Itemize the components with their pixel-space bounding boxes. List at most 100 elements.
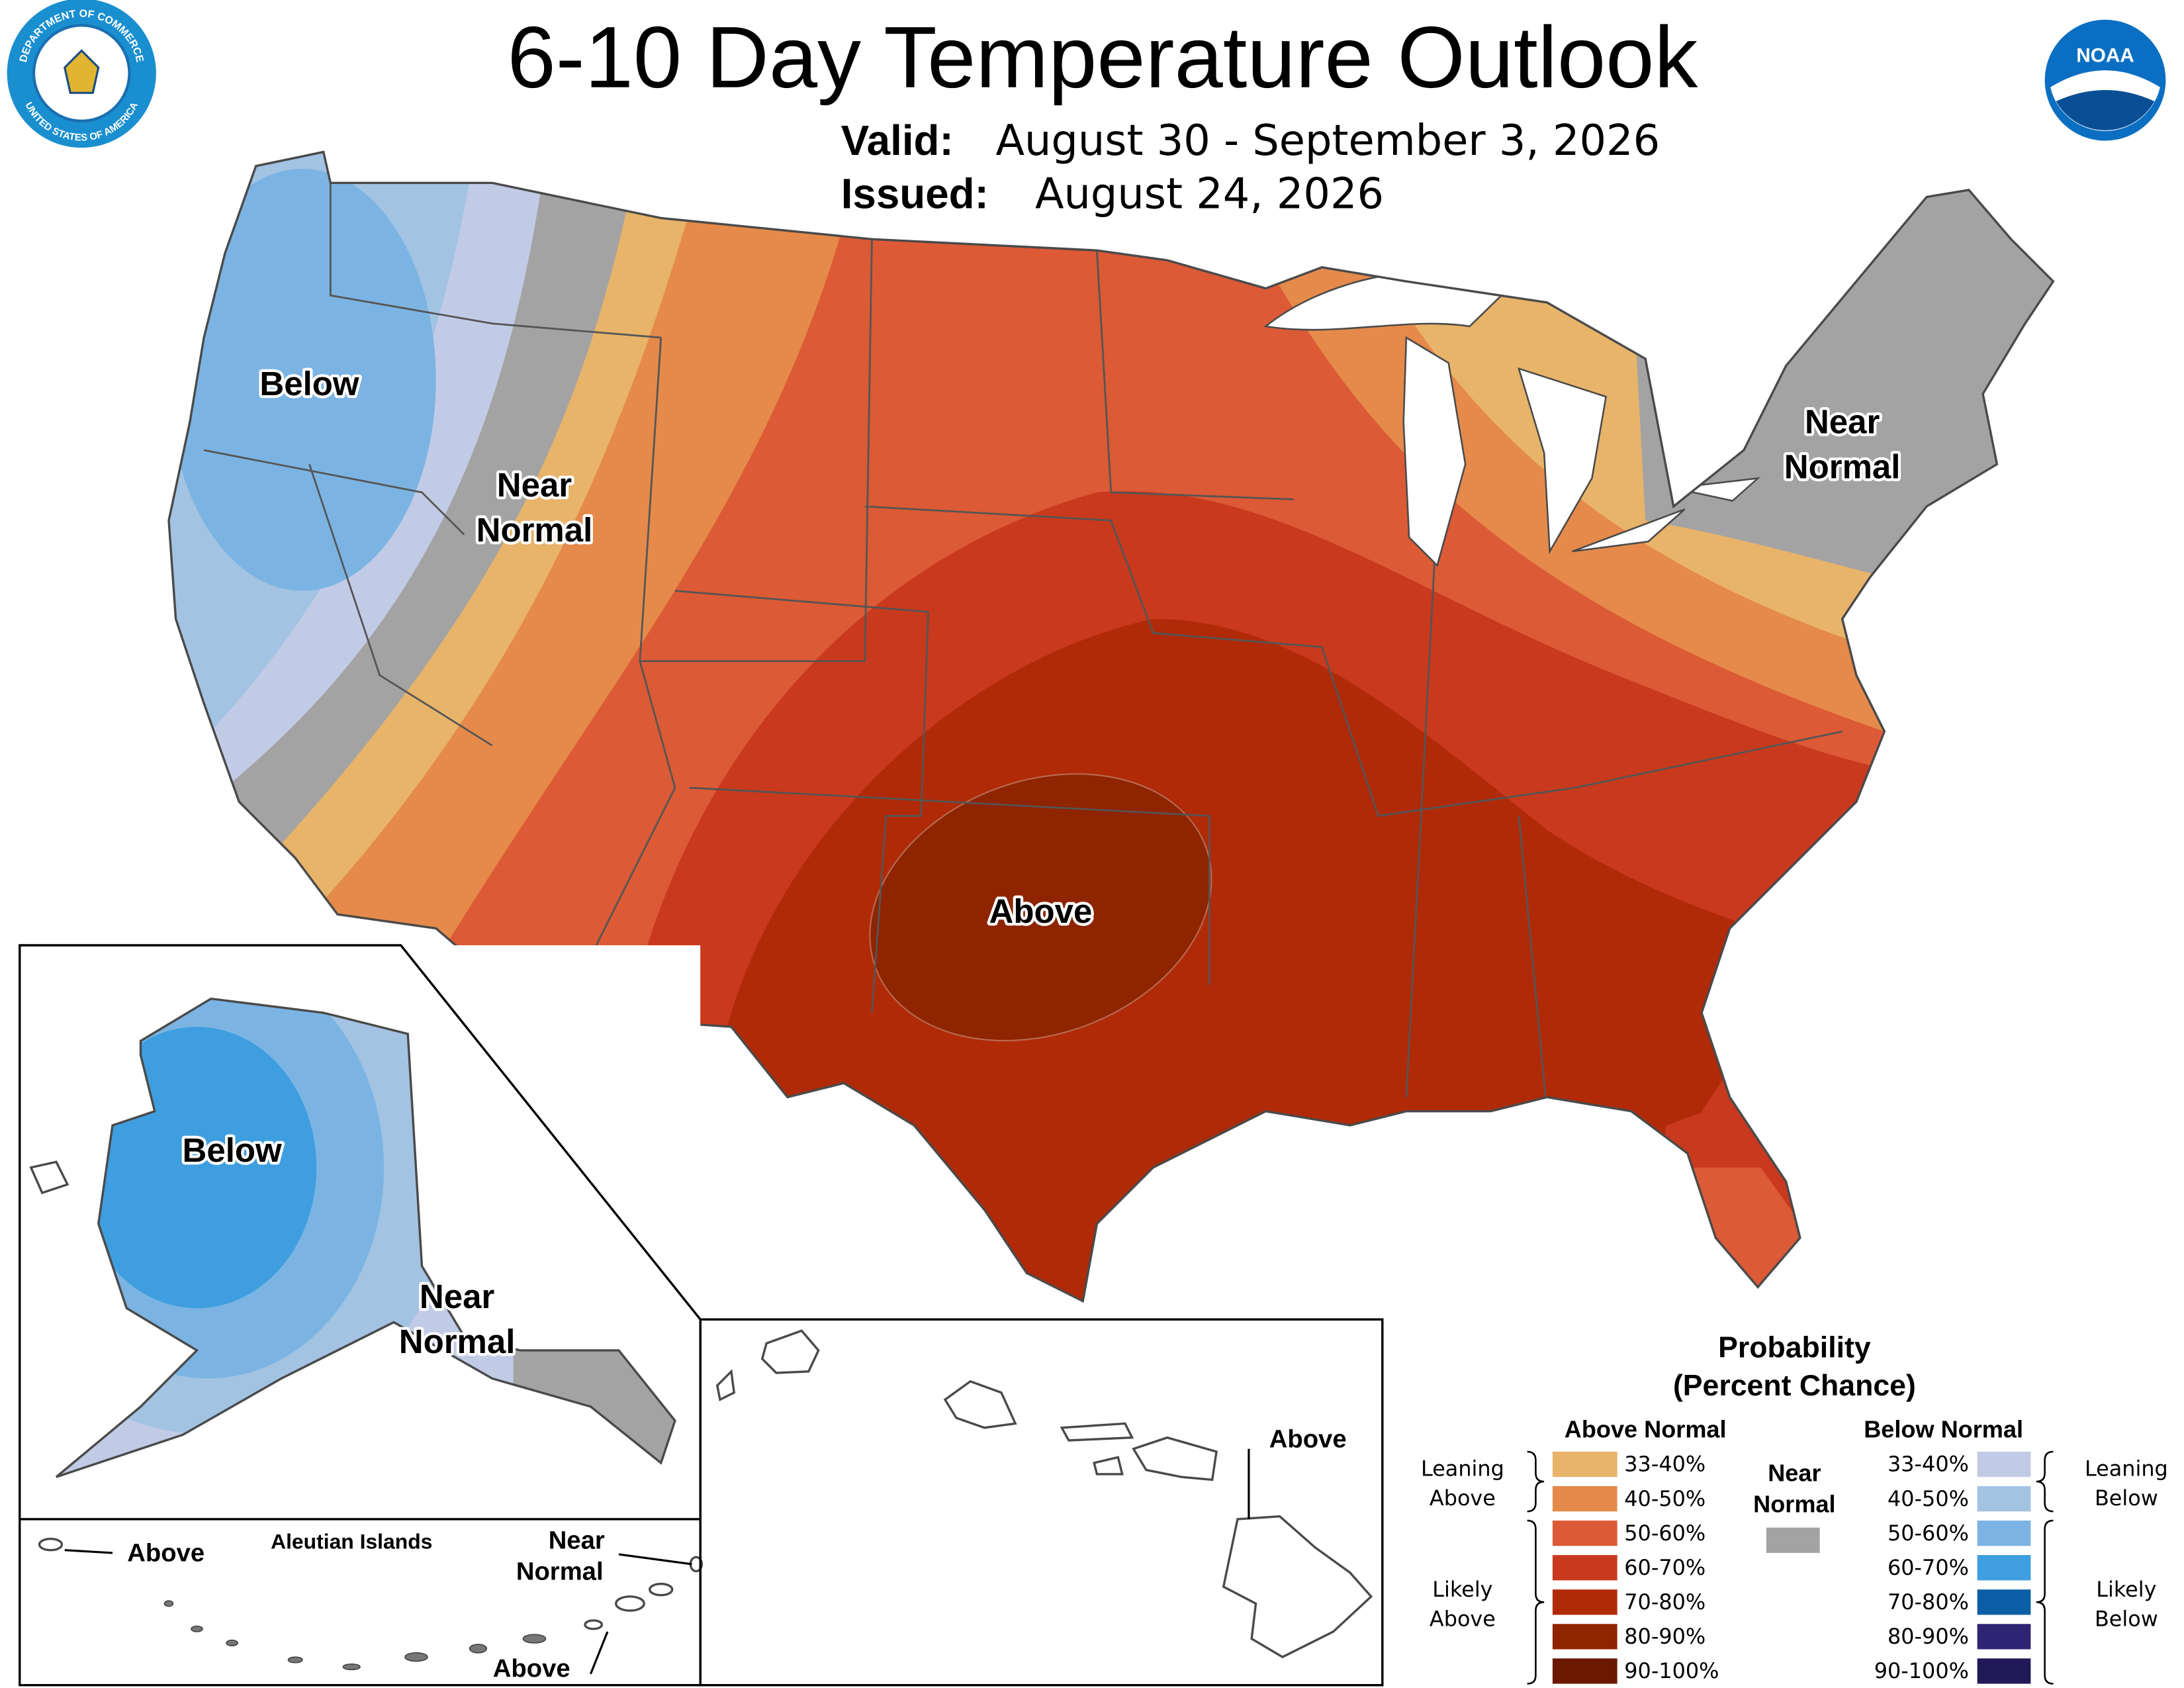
legend-swatch	[1977, 1555, 2031, 1581]
legend-swatch	[1977, 1451, 2031, 1477]
probability-area	[29, 1160, 69, 1195]
legend-item-label: 90-100%	[1624, 1658, 1719, 1683]
label-line: Likely	[1432, 1577, 1492, 1602]
map-shape	[287, 1656, 303, 1664]
lake	[1572, 508, 1686, 553]
legend-item-label: 60-70%	[1624, 1555, 1706, 1580]
issued-label: Issued:	[841, 170, 989, 218]
label-line: Normal	[477, 511, 593, 549]
region-label: Below	[259, 365, 359, 402]
probability-area	[943, 1380, 1017, 1429]
map-shape	[329, 183, 661, 339]
probability-area	[1132, 1436, 1218, 1481]
map-shape	[191, 1625, 203, 1632]
probability-area	[584, 1619, 604, 1630]
legend-item-label: 40-50%	[1624, 1486, 1706, 1511]
map-shape	[342, 1663, 361, 1671]
legend-swatch	[1977, 1658, 2031, 1684]
map-shape	[203, 449, 465, 536]
map-shape	[864, 505, 1322, 648]
legend-bracket	[2036, 1519, 2054, 1685]
aleutians	[38, 1538, 704, 1675]
boundary	[55, 997, 676, 1478]
noaa-text: NOAA	[2076, 45, 2134, 67]
legend-title: (Percent Chance)	[1673, 1370, 1916, 1402]
probability-area	[168, 169, 436, 591]
label-line: Near	[420, 1278, 495, 1315]
label-line: Near	[1805, 403, 1880, 441]
legend-swatch	[1552, 1521, 1617, 1546]
legend-item-label: 33-40%	[1624, 1452, 1706, 1477]
probability-area	[1093, 1456, 1124, 1476]
map-shape	[522, 1634, 547, 1644]
label-line: Leaning	[2085, 1456, 2168, 1481]
legend-item-label: 50-60%	[1888, 1521, 1969, 1546]
hawaii-frame	[699, 1318, 1384, 1687]
probability-area	[38, 1538, 64, 1552]
legend-swatch	[1552, 1451, 1617, 1477]
legend-swatch	[1552, 1624, 1617, 1650]
inset-title: Aleutian Islands	[271, 1530, 432, 1554]
region-label: Near Normal	[1784, 403, 1901, 486]
legend-item-label: 80-90%	[1888, 1624, 1969, 1649]
label-line: Normal	[399, 1323, 516, 1360]
title: 6-10 Day Temperature Outlook	[507, 9, 1698, 106]
map-shape	[561, 337, 676, 1013]
label-line: Near	[1768, 1460, 1821, 1487]
region-label: Above	[1269, 1425, 1347, 1454]
label-line: Normal	[1784, 448, 1901, 486]
noaa-logo: NOAA	[2044, 19, 2166, 141]
map-shape	[1096, 250, 1294, 500]
legend-bracket-label: Likely Below	[2095, 1577, 2158, 1632]
legend-swatch	[1977, 1624, 2031, 1650]
legend-swatch	[1552, 1589, 1617, 1615]
legend-heading: Below Normal	[1864, 1416, 2023, 1443]
label-line: Normal	[1753, 1490, 1835, 1517]
leader-line	[589, 1631, 609, 1675]
label-line: Below	[2095, 1606, 2158, 1631]
map-shape	[639, 239, 873, 663]
legend-swatch	[1977, 1589, 2031, 1615]
legend-item-label: 70-80%	[1624, 1589, 1706, 1615]
lake	[1402, 336, 1467, 567]
lake	[1517, 367, 1608, 555]
hawaii	[715, 1329, 1373, 1659]
region-label: Above	[127, 1539, 205, 1568]
probability-area	[615, 1595, 645, 1612]
seal-emblem	[64, 49, 100, 94]
legend-heading: Near Normal	[1753, 1460, 1835, 1518]
noaa-wave	[2056, 90, 2155, 130]
legend-swatch	[1977, 1521, 2031, 1546]
region-label: Above	[493, 1654, 570, 1683]
legend-title: Probability	[1718, 1332, 1871, 1364]
label-line: Leaning	[1421, 1456, 1504, 1481]
probability-area	[760, 1329, 820, 1374]
map-shape	[1518, 816, 1548, 1111]
probability-area	[649, 1583, 674, 1597]
legend-item-label: 50-60%	[1624, 1521, 1706, 1546]
legend: Probability (Percent Chance) Above Norma…	[1421, 1332, 2168, 1685]
legend-bracket	[2036, 1450, 2054, 1513]
leader-line	[618, 1553, 692, 1566]
legend-bracket-label: Leaning Above	[1421, 1456, 1504, 1511]
label-line: Normal	[516, 1557, 604, 1585]
probability-area	[1687, 1167, 1821, 1301]
map-shape	[1405, 562, 1435, 1098]
legend-item-label: 70-80%	[1888, 1589, 1969, 1615]
probability-area	[1060, 1422, 1134, 1442]
legend-swatch	[1977, 1486, 2031, 1512]
probability-area	[1222, 1515, 1373, 1659]
label-line: Likely	[2096, 1577, 2156, 1602]
region-label: Near Normal	[516, 1526, 605, 1586]
legend-heading: Above Normal	[1565, 1416, 1727, 1443]
region-label: Below	[183, 1131, 282, 1169]
legend-item-label: 60-70%	[1888, 1555, 1969, 1580]
issued-date: August 24, 2026	[1035, 170, 1384, 219]
legend-swatch	[1552, 1555, 1617, 1581]
label-line: Near	[497, 466, 572, 504]
legend-bracket-label: Leaning Below	[2085, 1456, 2168, 1511]
map-shape	[163, 1600, 174, 1607]
map-shape	[404, 1652, 428, 1662]
